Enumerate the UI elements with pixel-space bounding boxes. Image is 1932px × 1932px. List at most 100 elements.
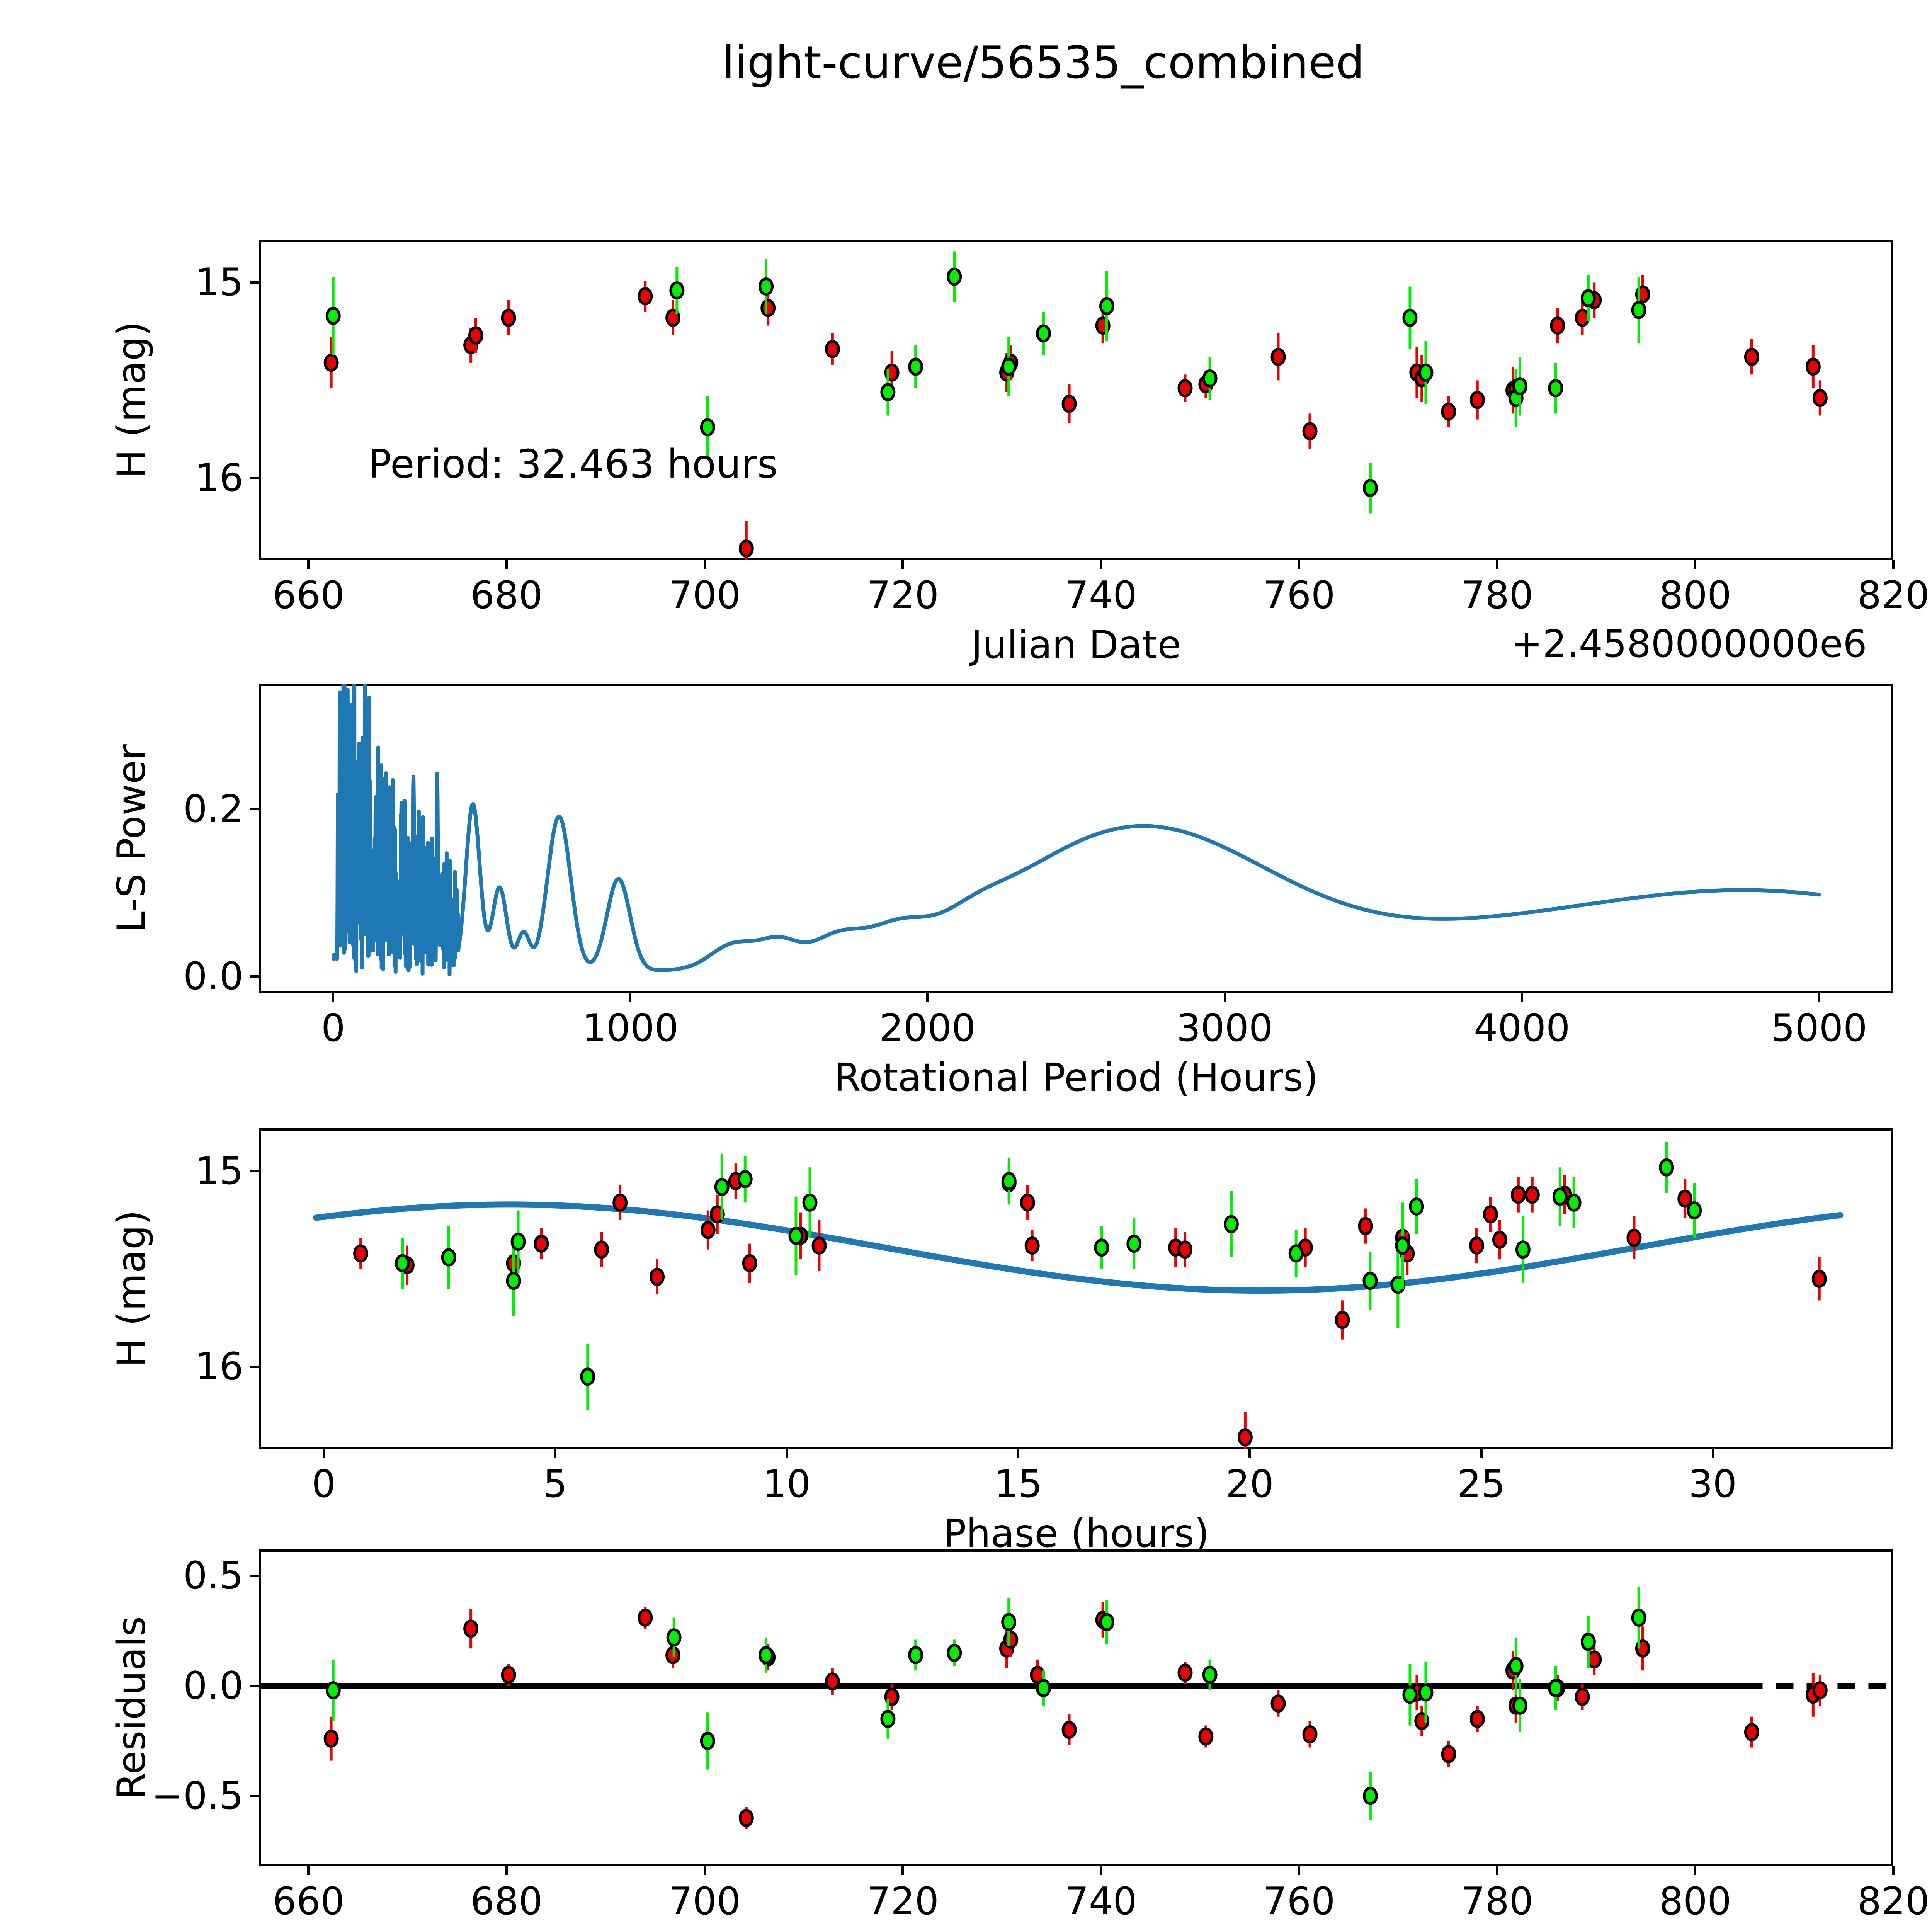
x-tickmark: [1818, 993, 1820, 1002]
x-tickmark: [1223, 993, 1226, 1002]
x-tick-label: 660: [272, 1879, 345, 1923]
series-green-band: [325, 251, 1646, 514]
x-tick-label: 760: [1263, 573, 1335, 617]
x-tickmark: [332, 993, 335, 1002]
x-axis-offset-text: +2.4580000000e6: [1511, 1928, 1867, 1932]
y-tickmark: [250, 975, 259, 978]
x-tickmark: [629, 993, 632, 1002]
x-tick-label: 10: [762, 1462, 811, 1506]
x-tickmark: [786, 1449, 788, 1458]
x-tick-label: 700: [668, 573, 741, 617]
x-tickmark: [926, 993, 929, 1002]
x-tick-label: 780: [1461, 1879, 1534, 1923]
y-axis-label: H (mag): [109, 1210, 154, 1367]
x-tick-label: 820: [1857, 573, 1930, 617]
panel-phase-folded-plot: [313, 1142, 1844, 1449]
panel-periodogram: [259, 684, 1893, 993]
y-tickmark: [250, 1575, 259, 1577]
x-tick-label: 0: [311, 1462, 336, 1506]
x-tick-label: 720: [866, 573, 939, 617]
x-tick-label: 740: [1065, 573, 1137, 617]
x-tickmark: [1892, 560, 1895, 569]
x-tick-label: 760: [1263, 1879, 1335, 1923]
x-tickmark: [1298, 1866, 1300, 1875]
y-axis-label: L-S Power: [109, 744, 154, 933]
x-tick-label: 780: [1461, 573, 1534, 617]
series-green-band: [395, 1142, 1702, 1410]
x-tick-label: 740: [1065, 1879, 1137, 1923]
panel-phase-folded-frame: [259, 1128, 1893, 1449]
x-tick-label: 4000: [1473, 1006, 1570, 1050]
y-axis-label: Residuals: [109, 1616, 154, 1800]
period-annotation: Period: 32.463 hours: [368, 441, 778, 487]
x-tickmark: [1017, 1449, 1020, 1458]
panel-residuals: [259, 1549, 1893, 1866]
x-tickmark: [1480, 1449, 1483, 1458]
y-tickmark: [250, 1794, 259, 1797]
figure-title: light-curve/56535_combined: [722, 37, 1365, 89]
y-tick-label: 0.0: [183, 1664, 243, 1708]
x-tickmark: [1298, 560, 1300, 569]
x-axis-label: Julian Date: [971, 1928, 1181, 1932]
x-tickmark: [505, 1866, 508, 1875]
x-tick-label: 700: [668, 1879, 741, 1923]
y-tick-label: 0.5: [183, 1554, 243, 1598]
x-tick-label: 800: [1659, 573, 1731, 617]
x-tickmark: [1248, 1449, 1251, 1458]
panel-periodogram-plot: [332, 684, 1821, 977]
y-tickmark: [250, 281, 259, 284]
y-tickmark: [250, 477, 259, 480]
y-tick-label: 0.0: [183, 954, 243, 998]
x-tickmark: [1100, 1866, 1102, 1875]
x-tickmark: [901, 1866, 904, 1875]
x-tick-label: 680: [470, 573, 543, 617]
x-tick-label: 5000: [1771, 1006, 1867, 1050]
x-tickmark: [1496, 560, 1498, 569]
panel-residuals-plot: [259, 1587, 1893, 1829]
x-tickmark: [1892, 1866, 1895, 1875]
panel-phase-folded: [259, 1128, 1893, 1449]
y-tick-label: 16: [195, 456, 243, 500]
x-axis-offset-text: +2.4580000000e6: [1511, 622, 1867, 666]
series-red-band: [323, 1602, 1828, 1829]
y-tickmark: [250, 1685, 259, 1687]
x-tick-label: 660: [272, 573, 345, 617]
y-tickmark: [250, 1366, 259, 1368]
x-tickmark: [1694, 560, 1697, 569]
x-tickmark: [1100, 560, 1102, 569]
x-axis-label: Julian Date: [971, 622, 1181, 667]
x-tick-label: 30: [1689, 1462, 1737, 1506]
x-tickmark: [1496, 1866, 1498, 1875]
x-tickmark: [901, 560, 904, 569]
panel-light-curve-plot: [323, 251, 1828, 560]
x-tick-label: 820: [1857, 1879, 1930, 1923]
x-tickmark: [322, 1449, 325, 1458]
y-tickmark: [250, 808, 259, 811]
panel-light-curve-frame: [259, 240, 1893, 560]
x-tick-label: 5: [543, 1462, 568, 1506]
x-tick-label: 1000: [582, 1006, 679, 1050]
x-tick-label: 2000: [879, 1006, 976, 1050]
x-tick-label: 720: [866, 1879, 939, 1923]
x-tickmark: [307, 560, 310, 569]
y-tickmark: [250, 1170, 259, 1173]
x-tickmark: [554, 1449, 556, 1458]
series-green-band: [325, 1587, 1646, 1820]
x-tickmark: [1711, 1449, 1714, 1458]
x-tickmark: [1520, 993, 1523, 1002]
x-tick-label: 800: [1659, 1879, 1731, 1923]
x-tickmark: [505, 560, 508, 569]
y-tick-label: 0.2: [183, 787, 243, 832]
y-tick-label: −0.5: [151, 1774, 243, 1818]
x-tick-label: 25: [1457, 1462, 1505, 1506]
x-tick-label: 0: [321, 1006, 345, 1050]
x-tick-label: 680: [470, 1879, 543, 1923]
y-tick-label: 16: [195, 1345, 243, 1389]
x-tickmark: [307, 1866, 310, 1875]
series-red-band: [323, 275, 1828, 560]
panel-light-curve: [259, 240, 1893, 560]
y-axis-label: H (mag): [109, 321, 154, 479]
x-tickmark: [1694, 1866, 1697, 1875]
y-tick-label: 15: [195, 260, 243, 305]
